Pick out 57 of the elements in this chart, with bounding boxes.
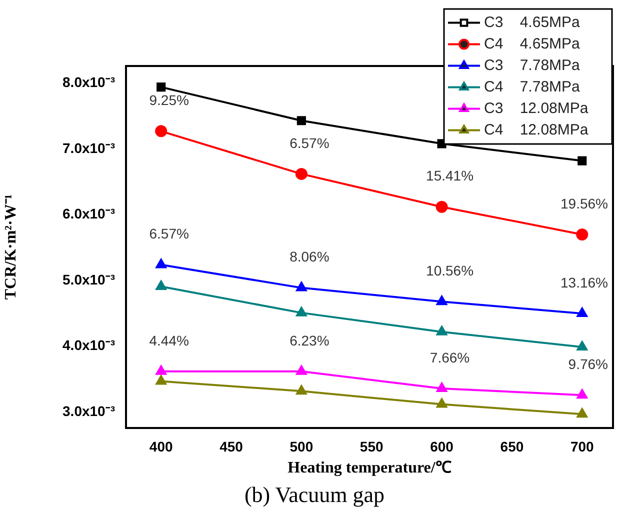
annotation: 6.57%	[149, 226, 189, 242]
point	[576, 341, 588, 351]
x-tick-label: 550	[360, 438, 384, 454]
y-tick-label: 3.0x10⁻³	[62, 403, 116, 420]
x-tick-label: 450	[220, 438, 244, 454]
legend-label: C3 7.78MPa	[484, 56, 581, 74]
y-axis-title: TCR/K·m²·W⁻¹	[2, 194, 20, 300]
point	[296, 365, 307, 375]
point	[296, 116, 306, 126]
point	[436, 200, 448, 213]
legend-label: C3 4.65MPa	[484, 14, 581, 31]
annotation: 13.16%	[560, 274, 608, 290]
y-tick-label: 6.0x10⁻³	[62, 206, 116, 222]
annotation: 9.25%	[149, 92, 189, 108]
point	[156, 365, 166, 375]
x-tick-label: 700	[570, 438, 594, 454]
x-tick-label: 400	[149, 438, 173, 454]
y-tick-label: 4.0x10⁻³	[62, 337, 116, 354]
point	[436, 398, 448, 408]
point	[436, 326, 448, 336]
legend-label: C4 7.78MPa	[484, 78, 581, 96]
point	[296, 282, 307, 292]
point	[155, 125, 168, 138]
point	[156, 280, 166, 290]
annotation: 8.06%	[290, 248, 330, 265]
x-tick-label: 500	[290, 438, 314, 454]
y-tick-label: 5.0x10⁻³	[62, 271, 116, 288]
legend-label: C4 4.65MPa	[484, 35, 581, 52]
annotation: 19.56%	[560, 195, 608, 212]
y-tick-label: 7.0x10⁻³	[62, 140, 116, 156]
point	[576, 408, 588, 418]
legend-label: C3 12.08MPa	[484, 100, 589, 117]
point	[156, 258, 166, 268]
annotation: 6.57%	[290, 134, 330, 151]
annotation: 9.76%	[568, 356, 608, 372]
x-axis-title: Heating temperature/℃	[288, 460, 452, 477]
x-tick-label: 650	[500, 438, 524, 454]
point	[576, 307, 588, 317]
point	[295, 168, 308, 180]
legend-label: C4 12.08MPa	[484, 121, 589, 138]
point	[296, 306, 307, 316]
point	[578, 156, 587, 166]
annotation: 10.56%	[426, 262, 474, 278]
point	[436, 296, 448, 306]
annotation: 7.66%	[430, 349, 470, 366]
point	[296, 385, 307, 395]
point	[156, 375, 166, 385]
point	[156, 82, 166, 92]
point	[576, 228, 588, 240]
point	[436, 382, 448, 392]
x-tick-label: 600	[430, 438, 454, 454]
annotation: 6.23%	[290, 332, 330, 348]
point	[576, 389, 588, 399]
annotation: 4.44%	[149, 332, 189, 348]
text: (b) Vacuum gap	[243, 482, 386, 508]
annotation: 15.41%	[426, 168, 474, 184]
y-tick-label: 8.0x10⁻³	[62, 74, 116, 90]
